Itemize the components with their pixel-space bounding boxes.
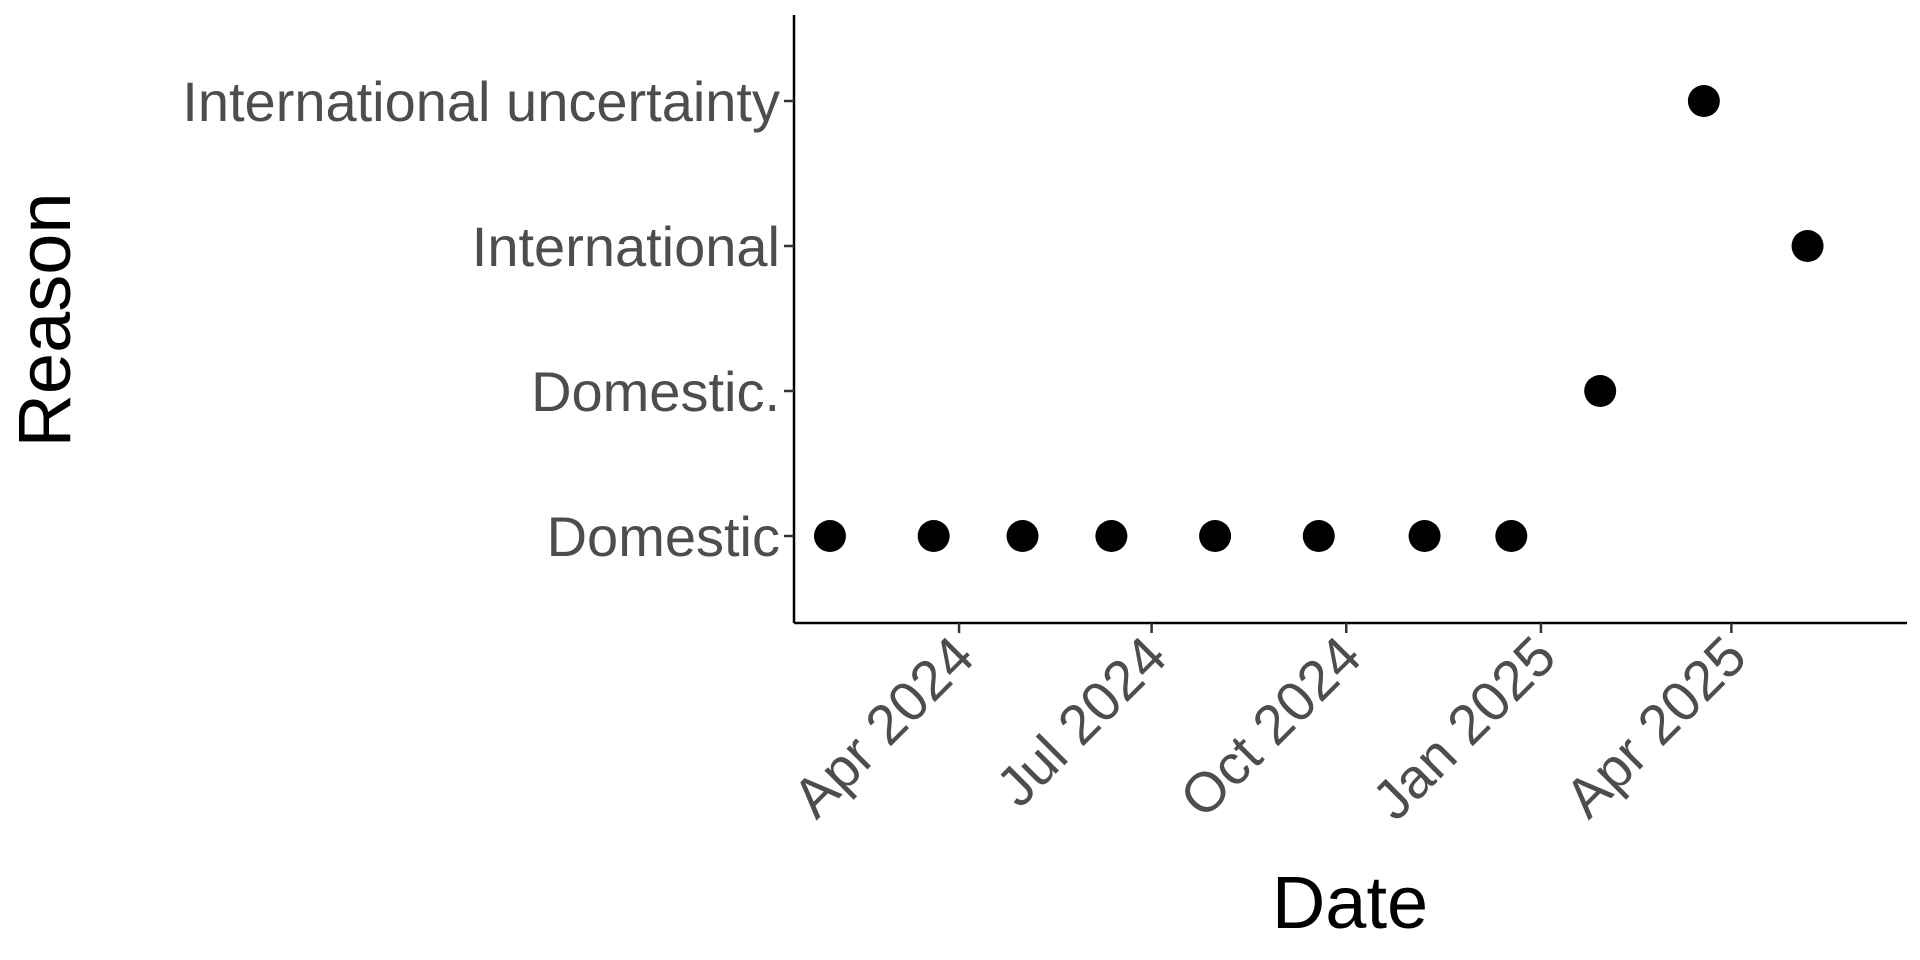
x-axis-title: Date <box>1272 861 1428 944</box>
data-point <box>1687 85 1720 117</box>
data-point <box>1006 520 1039 552</box>
data-point <box>1495 520 1528 552</box>
data-point <box>1791 230 1824 262</box>
y-tick-label-international-uncertainty: International uncertainty <box>182 70 780 133</box>
y-axis-title: Reason <box>3 192 86 447</box>
x-tick-label-jul-2024: Jul 2024 <box>984 624 1178 818</box>
data-point <box>1584 375 1617 407</box>
data-point <box>1408 520 1441 552</box>
x-tick-label-oct-2024: Oct 2024 <box>1168 624 1373 829</box>
y-ticks: Domestic Domestic. International Internatio… <box>182 70 794 568</box>
data-point <box>917 520 950 552</box>
x-tick-label-apr-2024: Apr 2024 <box>780 624 985 829</box>
data-points <box>813 85 1824 552</box>
x-tick-label-jan-2025: Jan 2025 <box>1360 624 1567 831</box>
data-point <box>813 520 846 552</box>
data-point <box>1199 520 1232 552</box>
x-tick-label-apr-2025: Apr 2025 <box>1553 624 1758 829</box>
y-tick-label-international: International <box>472 215 780 278</box>
data-point <box>1095 520 1128 552</box>
data-point <box>1302 520 1335 552</box>
axes <box>792 15 1907 625</box>
y-tick-label-domestic: Domestic. <box>531 360 780 423</box>
y-tick-label-domestic: Domestic <box>547 505 780 568</box>
